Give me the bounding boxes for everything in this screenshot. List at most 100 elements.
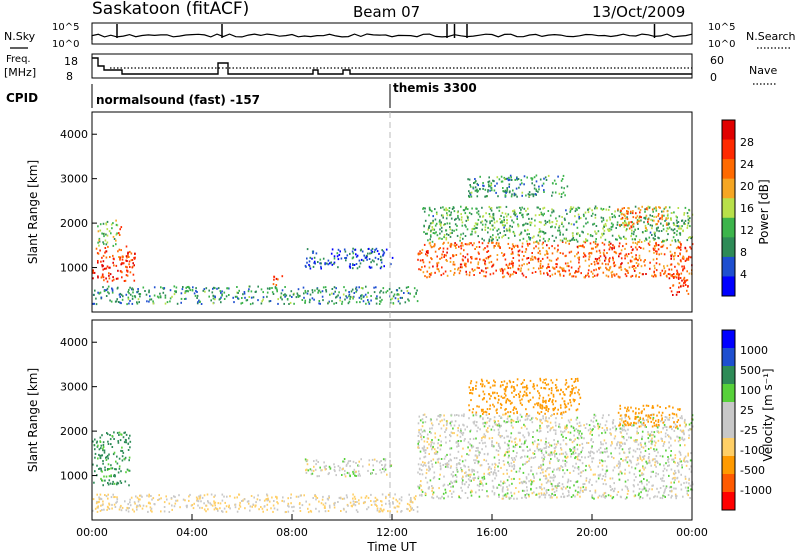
scatter-cell bbox=[213, 500, 215, 503]
scatter-cell bbox=[613, 274, 616, 277]
scatter-cell bbox=[429, 209, 432, 212]
scatter-cell bbox=[504, 178, 506, 181]
scatter-cell bbox=[648, 453, 651, 455]
scatter-cell bbox=[260, 302, 263, 305]
scatter-cell bbox=[476, 430, 478, 433]
scatter-cell bbox=[518, 254, 520, 257]
scatter-cell bbox=[542, 246, 544, 249]
scatter-cell bbox=[653, 431, 656, 434]
scatter-cell bbox=[664, 271, 666, 274]
scatter-cell bbox=[129, 286, 131, 289]
scatter-cell bbox=[398, 498, 401, 501]
scatter-cell bbox=[610, 228, 613, 231]
scatter-cell bbox=[689, 256, 692, 259]
scatter-cell bbox=[651, 440, 653, 443]
scatter-cell bbox=[648, 488, 651, 491]
scatter-cell bbox=[683, 432, 685, 435]
scatter-cell bbox=[307, 290, 309, 293]
scatter-cell bbox=[236, 496, 238, 499]
scatter-cell bbox=[522, 463, 524, 466]
scatter-cell bbox=[553, 474, 555, 476]
scatter-cell bbox=[655, 252, 658, 255]
scatter-cell bbox=[490, 207, 493, 209]
scatter-cell bbox=[641, 497, 644, 500]
scatter-cell bbox=[347, 462, 349, 465]
scatter-cell bbox=[148, 495, 150, 498]
scatter-cell bbox=[547, 239, 550, 242]
scatter-cell bbox=[128, 256, 130, 258]
scatter-cell bbox=[662, 210, 665, 213]
scatter-cell bbox=[491, 237, 493, 240]
scatter-cell bbox=[537, 390, 539, 393]
scatter-cell bbox=[642, 446, 645, 449]
scatter-cell bbox=[500, 480, 502, 483]
scatter-cell bbox=[574, 452, 577, 454]
scatter-cell bbox=[688, 208, 690, 211]
scatter-cell bbox=[503, 436, 506, 439]
scatter-cell bbox=[643, 239, 646, 242]
scatter-cell bbox=[407, 292, 410, 295]
scatter-cell bbox=[637, 462, 640, 465]
scatter-cell bbox=[356, 510, 359, 513]
scatter-cell bbox=[571, 275, 573, 278]
scatter-cell bbox=[612, 496, 615, 499]
scatter-cell bbox=[449, 439, 451, 442]
scatter-cell bbox=[282, 294, 285, 297]
scatter-cell bbox=[355, 287, 357, 290]
scatter-cell bbox=[341, 300, 344, 303]
scatter-cell bbox=[648, 456, 650, 458]
scatter-cell bbox=[333, 262, 335, 265]
scatter-cell bbox=[537, 439, 540, 441]
scatter-cell bbox=[457, 427, 459, 429]
scatter-cell bbox=[501, 211, 504, 214]
scatter-cell bbox=[614, 210, 616, 213]
scatter-cell bbox=[657, 236, 659, 239]
scatter-cell bbox=[534, 214, 537, 217]
scatter-cell bbox=[116, 232, 118, 235]
scatter-cell bbox=[676, 476, 679, 479]
scatter-cell bbox=[506, 488, 509, 491]
scatter-cell bbox=[461, 469, 464, 472]
scatter-cell bbox=[427, 251, 429, 254]
scatter-cell bbox=[686, 289, 688, 292]
scatter-cell bbox=[597, 230, 600, 233]
scatter-cell bbox=[590, 419, 592, 422]
scatter-cell bbox=[103, 290, 106, 293]
scatter-cell bbox=[213, 508, 216, 511]
scatter-cell bbox=[434, 208, 436, 211]
scatter-cell bbox=[483, 184, 485, 187]
scatter-cell bbox=[620, 218, 622, 220]
scatter-cell bbox=[649, 461, 651, 464]
scatter-cell bbox=[343, 460, 346, 463]
scatter-cell bbox=[604, 491, 607, 494]
scatter-cell bbox=[461, 224, 464, 227]
scatter-cell bbox=[441, 266, 443, 269]
scatter-cell bbox=[92, 498, 95, 501]
scatter-cell bbox=[524, 463, 526, 465]
scatter-cell bbox=[303, 292, 305, 295]
scatter-cell bbox=[495, 441, 498, 444]
scatter-cell bbox=[502, 460, 505, 462]
scatter-cell bbox=[280, 292, 283, 295]
scatter-cell bbox=[322, 257, 325, 260]
scatter-cell bbox=[99, 454, 101, 457]
power-panel-frame bbox=[91, 111, 693, 313]
scatter-cell bbox=[324, 502, 327, 505]
scatter-cell bbox=[123, 441, 126, 444]
scatter-cell bbox=[504, 212, 507, 215]
scatter-cell bbox=[621, 216, 624, 219]
scatter-cell bbox=[608, 248, 611, 251]
scatter-cell bbox=[603, 225, 605, 228]
scatter-cell bbox=[484, 275, 487, 278]
scatter-cell bbox=[420, 438, 423, 441]
scatter-cell bbox=[625, 222, 628, 225]
scatter-cell bbox=[494, 245, 496, 247]
scatter-cell bbox=[579, 244, 582, 247]
scatter-cell bbox=[603, 253, 605, 256]
scatter-cell bbox=[672, 236, 675, 239]
scatter-cell bbox=[323, 461, 325, 464]
scatter-cell bbox=[211, 291, 214, 294]
scatter-cell bbox=[445, 217, 448, 220]
scatter-cell bbox=[407, 286, 410, 288]
scatter-cell bbox=[420, 484, 422, 487]
